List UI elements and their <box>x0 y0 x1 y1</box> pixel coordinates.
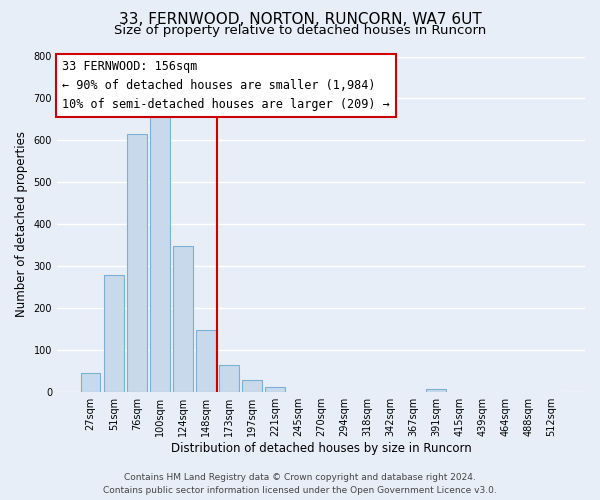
Bar <box>242 380 262 392</box>
Text: 33 FERNWOOD: 156sqm
← 90% of detached houses are smaller (1,984)
10% of semi-det: 33 FERNWOOD: 156sqm ← 90% of detached ho… <box>62 60 390 111</box>
Bar <box>127 134 146 392</box>
Bar <box>265 387 284 392</box>
X-axis label: Distribution of detached houses by size in Runcorn: Distribution of detached houses by size … <box>170 442 472 455</box>
Y-axis label: Number of detached properties: Number of detached properties <box>15 132 28 318</box>
Text: 33, FERNWOOD, NORTON, RUNCORN, WA7 6UT: 33, FERNWOOD, NORTON, RUNCORN, WA7 6UT <box>119 12 481 28</box>
Bar <box>173 246 193 392</box>
Bar <box>426 389 446 392</box>
Bar <box>219 365 239 392</box>
Text: Size of property relative to detached houses in Runcorn: Size of property relative to detached ho… <box>114 24 486 37</box>
Bar <box>81 374 100 392</box>
Text: Contains HM Land Registry data © Crown copyright and database right 2024.
Contai: Contains HM Land Registry data © Crown c… <box>103 473 497 495</box>
Bar <box>196 330 215 392</box>
Bar <box>150 113 170 392</box>
Bar <box>104 274 124 392</box>
